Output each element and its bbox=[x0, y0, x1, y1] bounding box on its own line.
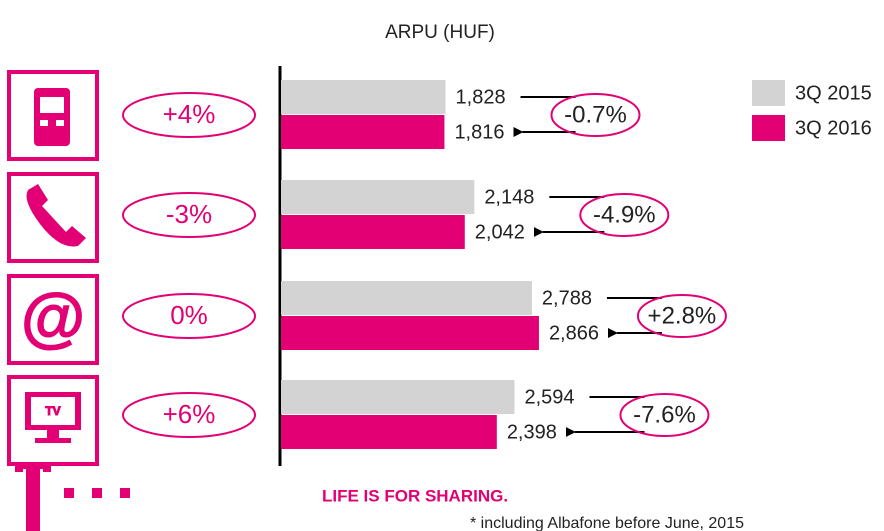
bar bbox=[281, 80, 446, 114]
bar bbox=[281, 180, 475, 214]
legend-label: 3Q 2016 bbox=[795, 117, 872, 139]
customer-change: -3% bbox=[166, 199, 212, 229]
icons: @ TV bbox=[7, 70, 99, 466]
customer-ellipse bbox=[122, 192, 256, 238]
svg-text:@: @ bbox=[21, 279, 85, 353]
slogan: LIFE IS FOR SHARING. bbox=[322, 486, 508, 505]
customer-change: +4% bbox=[163, 99, 216, 129]
bar bbox=[281, 316, 539, 350]
value-label: 2,042 bbox=[475, 221, 525, 243]
bar bbox=[281, 215, 465, 249]
customer-change: 0% bbox=[170, 300, 208, 330]
value-label: 2,866 bbox=[549, 322, 599, 344]
footnote: * including Albafone before June, 2015 bbox=[470, 515, 744, 531]
bar bbox=[281, 115, 445, 149]
legend-swatch bbox=[752, 115, 785, 141]
value-label: 2,398 bbox=[507, 421, 557, 443]
bar bbox=[281, 415, 497, 449]
customer-change: +6% bbox=[163, 399, 216, 429]
customer-ellipse bbox=[122, 92, 256, 138]
legend-swatch bbox=[752, 80, 785, 106]
change-ellipse bbox=[550, 93, 641, 137]
value-label: 2,148 bbox=[484, 186, 534, 208]
bar bbox=[281, 380, 515, 414]
arpu-change: +2.8% bbox=[648, 302, 717, 329]
value-label: 2,594 bbox=[524, 386, 574, 408]
value-label: 1,828 bbox=[456, 86, 506, 108]
arpu-change: -0.7% bbox=[564, 101, 627, 128]
chart-title: ARPU (HUF) bbox=[385, 22, 495, 43]
value-label: 2,788 bbox=[542, 287, 592, 309]
customer-ellipse bbox=[122, 392, 256, 438]
change-ellipse bbox=[619, 393, 710, 437]
arpu-change: -4.9% bbox=[593, 201, 656, 228]
value-label: 1,816 bbox=[454, 121, 504, 143]
customer-ellipse bbox=[122, 293, 256, 339]
bar bbox=[281, 281, 532, 315]
arpu-change: -7.6% bbox=[633, 401, 696, 428]
change-ellipse bbox=[579, 193, 670, 237]
logo bbox=[15, 462, 130, 531]
svg-text:TV: TV bbox=[45, 404, 60, 418]
legend-label: 3Q 2015 bbox=[795, 82, 872, 104]
change-ellipse bbox=[636, 294, 727, 338]
